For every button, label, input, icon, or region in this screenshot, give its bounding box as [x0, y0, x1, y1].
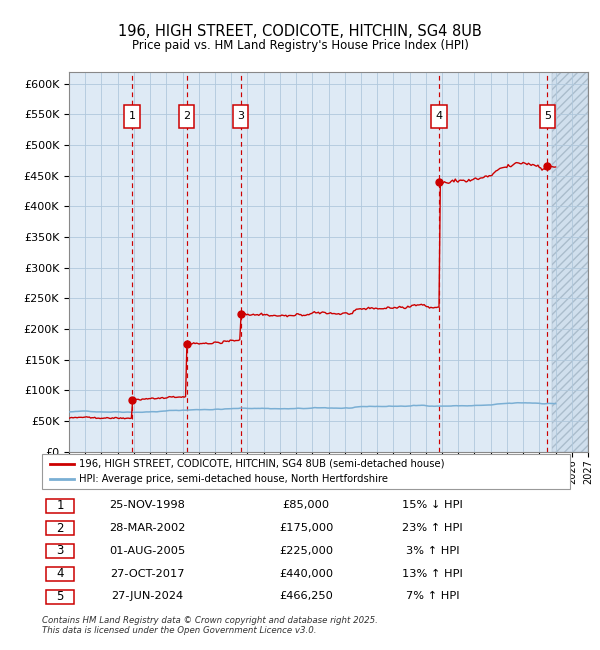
Text: 3% ↑ HPI: 3% ↑ HPI — [406, 546, 460, 556]
Text: 01-AUG-2005: 01-AUG-2005 — [109, 546, 186, 556]
Text: 4: 4 — [56, 567, 64, 580]
Text: £225,000: £225,000 — [279, 546, 333, 556]
Text: 25-NOV-1998: 25-NOV-1998 — [110, 500, 185, 510]
Text: 3: 3 — [237, 111, 244, 122]
FancyBboxPatch shape — [179, 105, 194, 128]
Text: 28-MAR-2002: 28-MAR-2002 — [109, 523, 186, 533]
FancyBboxPatch shape — [539, 105, 555, 128]
FancyBboxPatch shape — [233, 105, 248, 128]
Text: 7% ↑ HPI: 7% ↑ HPI — [406, 592, 460, 601]
Text: £466,250: £466,250 — [279, 592, 333, 601]
FancyBboxPatch shape — [42, 454, 570, 489]
Text: 1: 1 — [56, 499, 64, 512]
Text: 27-JUN-2024: 27-JUN-2024 — [112, 592, 184, 601]
Text: 4: 4 — [436, 111, 443, 122]
Text: £85,000: £85,000 — [283, 500, 329, 510]
FancyBboxPatch shape — [46, 567, 74, 581]
Text: £440,000: £440,000 — [279, 569, 333, 578]
FancyBboxPatch shape — [46, 544, 74, 558]
Text: Price paid vs. HM Land Registry's House Price Index (HPI): Price paid vs. HM Land Registry's House … — [131, 39, 469, 52]
Text: 5: 5 — [56, 590, 64, 603]
Text: 13% ↑ HPI: 13% ↑ HPI — [402, 569, 463, 578]
Text: 196, HIGH STREET, CODICOTE, HITCHIN, SG4 8UB (semi-detached house): 196, HIGH STREET, CODICOTE, HITCHIN, SG4… — [79, 459, 445, 469]
Text: 23% ↑ HPI: 23% ↑ HPI — [403, 523, 463, 533]
Text: 1: 1 — [129, 111, 136, 122]
FancyBboxPatch shape — [46, 521, 74, 536]
Bar — [551, 72, 588, 452]
Text: 15% ↓ HPI: 15% ↓ HPI — [402, 500, 463, 510]
Text: 5: 5 — [544, 111, 551, 122]
Text: 2: 2 — [183, 111, 190, 122]
Text: Contains HM Land Registry data © Crown copyright and database right 2025.
This d: Contains HM Land Registry data © Crown c… — [42, 616, 378, 635]
Text: 196, HIGH STREET, CODICOTE, HITCHIN, SG4 8UB: 196, HIGH STREET, CODICOTE, HITCHIN, SG4… — [118, 23, 482, 39]
Text: 2: 2 — [56, 521, 64, 534]
FancyBboxPatch shape — [431, 105, 447, 128]
Bar — [551, 72, 588, 452]
FancyBboxPatch shape — [46, 499, 74, 513]
Text: 3: 3 — [56, 545, 64, 558]
Text: 27-OCT-2017: 27-OCT-2017 — [110, 569, 185, 578]
FancyBboxPatch shape — [124, 105, 140, 128]
Text: HPI: Average price, semi-detached house, North Hertfordshire: HPI: Average price, semi-detached house,… — [79, 474, 388, 484]
Text: £175,000: £175,000 — [279, 523, 333, 533]
FancyBboxPatch shape — [46, 590, 74, 604]
